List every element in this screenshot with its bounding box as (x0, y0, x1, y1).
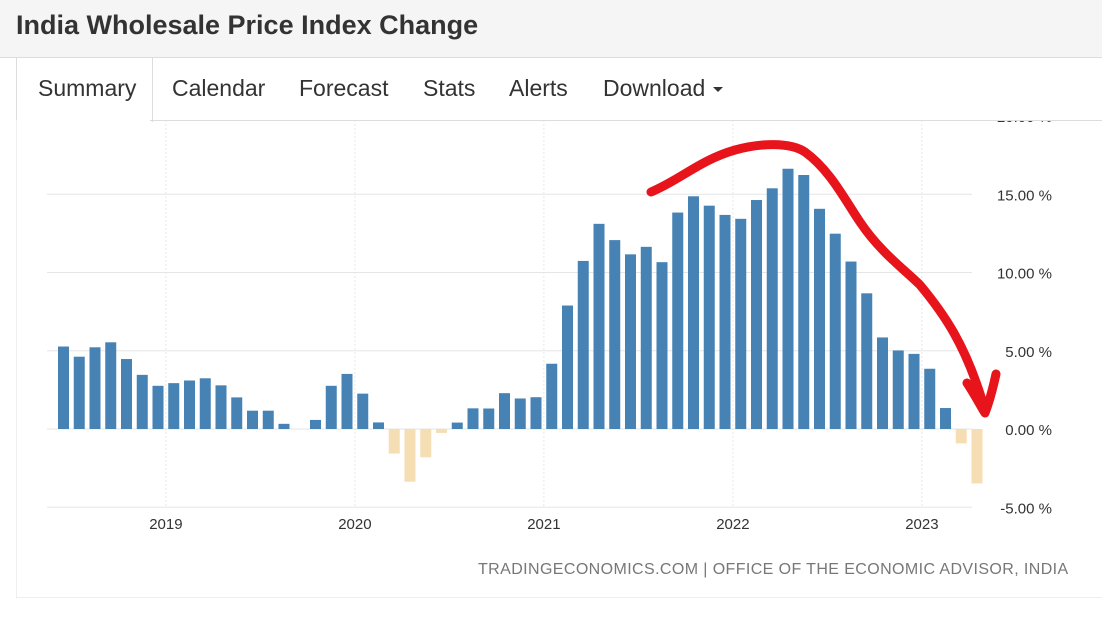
bar-2023-01[interactable] (908, 353, 920, 429)
bar-2018-08[interactable] (73, 356, 85, 429)
y-tick-label: 10.00 % (997, 266, 1052, 283)
bar-2020-05[interactable] (404, 429, 416, 482)
y-tick-label: -5.00 % (1000, 500, 1052, 517)
bar-2022-04[interactable] (766, 188, 778, 429)
bar-2019-07[interactable] (247, 410, 258, 429)
bar-2022-11[interactable] (877, 337, 888, 429)
tab-forecast[interactable]: Forecast (299, 58, 388, 120)
annotation-arrow (646, 140, 987, 405)
bar-2021-08[interactable] (640, 246, 652, 429)
bar-2021-12[interactable] (703, 205, 715, 429)
bar-2018-12[interactable] (136, 374, 148, 429)
caret-down-icon (713, 87, 724, 93)
bar-2020-04[interactable] (388, 429, 400, 454)
page-title: India Wholesale Price Index Change (16, 10, 479, 40)
bar-2019-04[interactable] (199, 378, 211, 429)
bar-2020-12[interactable] (514, 398, 526, 429)
tab-forecast-label: Forecast (299, 75, 389, 101)
bar-2020-03[interactable] (373, 422, 384, 429)
bar-2022-02[interactable] (735, 218, 747, 429)
bar-2021-03[interactable] (562, 305, 573, 429)
tab-stats-label: Stats (423, 75, 476, 101)
x-tick-label: 2020 (338, 516, 371, 533)
bar-2022-01[interactable] (719, 214, 731, 429)
annotation-arrowhead (962, 369, 1001, 418)
bar-2023-02[interactable] (924, 368, 936, 429)
bar-2022-12[interactable] (892, 350, 904, 429)
bar-2018-07[interactable] (58, 346, 69, 429)
tab-calendar[interactable]: Calendar (172, 58, 265, 120)
bar-2019-12[interactable] (325, 385, 337, 429)
bar-2019-03[interactable] (184, 380, 195, 429)
bar-2019-06[interactable] (231, 397, 243, 429)
x-tick-label: 2019 (149, 516, 182, 533)
bar-2021-01[interactable] (530, 397, 542, 429)
bar-2019-02[interactable] (168, 383, 180, 429)
bar-2021-07[interactable] (625, 254, 636, 429)
bar-2020-11[interactable] (499, 393, 510, 429)
y-tick-label: 20.00 % (997, 109, 1052, 126)
tab-summary[interactable]: Summary (16, 58, 154, 122)
bar-2021-02[interactable] (546, 363, 558, 429)
bar-2022-10[interactable] (861, 293, 873, 429)
bar-2021-05[interactable] (593, 223, 605, 429)
y-tick-label: 5.00 % (1005, 344, 1052, 361)
tab-stats[interactable]: Stats (423, 58, 475, 120)
y-tick-label: 0.00 % (1005, 422, 1052, 439)
bar-2019-09[interactable] (278, 423, 290, 429)
tab-download-label: Download (603, 75, 706, 101)
bar-2020-01[interactable] (341, 373, 353, 429)
tab-download[interactable]: Download (603, 58, 724, 120)
bar-2021-06[interactable] (609, 240, 621, 429)
bar-2020-07[interactable] (436, 429, 447, 433)
bar-2020-08[interactable] (451, 422, 463, 429)
bar-2021-04[interactable] (577, 260, 589, 429)
bar-2022-05[interactable] (782, 168, 794, 430)
chart-bars (58, 168, 983, 484)
tab-alerts[interactable]: Alerts (509, 58, 568, 120)
bar-2022-03[interactable] (751, 200, 762, 429)
tab-divider (150, 120, 1102, 121)
panel-border-bottom (16, 597, 1102, 598)
bar-2018-09[interactable] (89, 347, 101, 429)
bar-2020-10[interactable] (483, 408, 495, 429)
bar-2018-11[interactable] (121, 359, 132, 429)
x-axis-labels: 2019 2020 2021 2022 2023 (149, 516, 938, 533)
y-axis-labels: -5.00 % 0.00 % 5.00 % 10.00 % 15.00 % 20.00 % (997, 109, 1052, 517)
panel-border-left (16, 120, 17, 598)
bar-2020-02[interactable] (357, 393, 369, 429)
bar-2020-06[interactable] (420, 429, 432, 458)
tab-summary-label: Summary (38, 75, 137, 101)
bar-2022-06[interactable] (798, 175, 810, 429)
bar-2019-05[interactable] (215, 385, 227, 429)
tab-alerts-label: Alerts (509, 75, 568, 101)
page-header: India Wholesale Price Index Change (0, 0, 1102, 58)
x-tick-label: 2021 (527, 516, 560, 533)
bar-2023-05[interactable] (971, 429, 983, 484)
bar-2018-10[interactable] (105, 342, 117, 429)
tab-calendar-label: Calendar (172, 75, 266, 101)
bar-2019-01[interactable] (152, 385, 164, 429)
bar-2023-04[interactable] (955, 429, 967, 444)
bar-2023-03[interactable] (940, 408, 951, 429)
x-tick-label: 2023 (905, 516, 938, 533)
bar-2022-09[interactable] (845, 261, 857, 429)
bar-2019-11[interactable] (310, 419, 321, 429)
x-tick-label: 2022 (716, 516, 749, 533)
tab-bar: Summary Calendar Forecast Stats Alerts D… (16, 58, 1102, 122)
bar-2022-07[interactable] (814, 208, 825, 429)
bar-2020-09[interactable] (467, 408, 479, 429)
bar-2021-11[interactable] (688, 196, 699, 429)
bar-2021-09[interactable] (656, 262, 668, 429)
bar-2022-08[interactable] (829, 233, 841, 429)
y-tick-label: 15.00 % (997, 187, 1052, 204)
bar-2021-10[interactable] (672, 212, 684, 429)
bar-2019-08[interactable] (262, 410, 274, 429)
source-credit: TRADINGECONOMICS.COM | OFFICE OF THE ECO… (478, 561, 1069, 578)
